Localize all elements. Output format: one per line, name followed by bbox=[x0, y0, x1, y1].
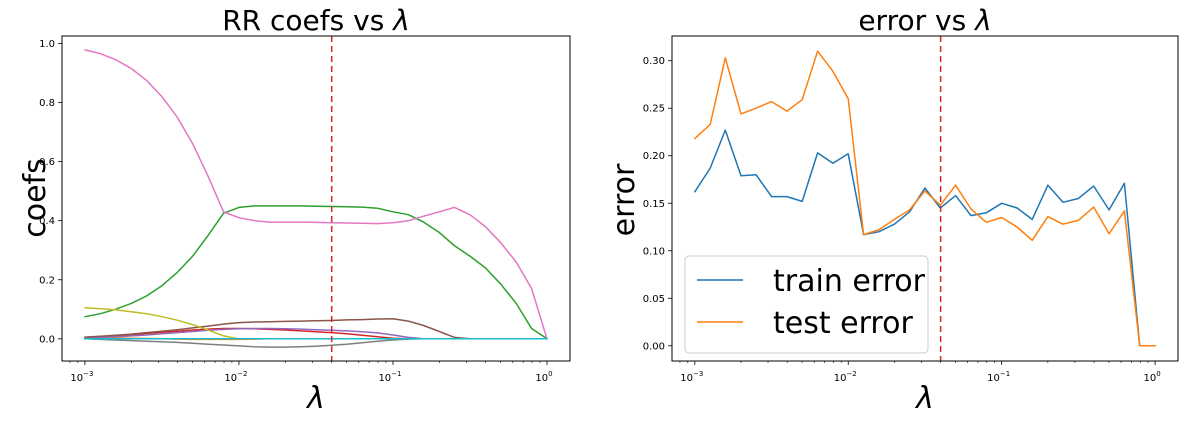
y-tick-label: 0.30 bbox=[643, 56, 665, 67]
plot-frame bbox=[671, 35, 1179, 362]
x-tick-label: 10−1 bbox=[378, 370, 401, 384]
y-tick-label: 0.4 bbox=[39, 216, 55, 227]
x-tick-label: 10−1 bbox=[987, 370, 1010, 384]
y-tick-label: 0.25 bbox=[643, 104, 665, 115]
y-axis-label: error bbox=[607, 163, 642, 236]
y-tick-label: 0.10 bbox=[643, 246, 665, 257]
y-axis-label: coefs bbox=[18, 158, 53, 238]
y-tick-label: 0.00 bbox=[643, 341, 665, 352]
series-line bbox=[694, 50, 1156, 347]
y-tick-label: 0.2 bbox=[39, 275, 55, 286]
series-line bbox=[84, 49, 548, 340]
series-line bbox=[84, 318, 548, 340]
chart-title: RR coefs vs λ bbox=[222, 4, 410, 37]
legend: train error test error bbox=[684, 255, 929, 354]
y-tick-label: 0.05 bbox=[643, 294, 665, 305]
series-line bbox=[84, 338, 548, 348]
series-line bbox=[694, 129, 1156, 347]
chart-title: error vs λ bbox=[858, 4, 991, 37]
y-tick-label: 0.0 bbox=[39, 334, 55, 345]
y-tick-label: 0.20 bbox=[643, 151, 665, 162]
y-tick-label: 1.0 bbox=[39, 39, 55, 50]
legend-box bbox=[684, 255, 929, 354]
x-tick-label: 10−2 bbox=[834, 370, 857, 384]
x-tick-label: 10−3 bbox=[70, 370, 93, 384]
x-tick-label: 10−2 bbox=[224, 370, 247, 384]
series-line bbox=[84, 327, 548, 340]
y-tick-label: 0.8 bbox=[39, 98, 55, 109]
series-line bbox=[84, 205, 548, 340]
y-tick-label: 0.15 bbox=[643, 199, 665, 210]
legend-label: train error bbox=[773, 264, 926, 299]
legend-label: test error bbox=[773, 306, 913, 341]
x-tick-label: 10−3 bbox=[680, 370, 703, 384]
x-axis-label: λ bbox=[914, 381, 934, 416]
plot-frame bbox=[61, 35, 571, 362]
error-chart: error vs λ λ error 10−3 10−2 10−1 100 0.00 0.… bbox=[607, 4, 1179, 416]
x-tick-label: 100 bbox=[1144, 370, 1161, 384]
x-tick-label: 100 bbox=[535, 370, 552, 384]
coefs-chart: RR coefs vs λ λ coefs 10−3 10−2 10−1 100 0.0… bbox=[18, 4, 571, 416]
x-axis-label: λ bbox=[305, 381, 325, 416]
y-tick-label: 0.6 bbox=[39, 157, 55, 168]
